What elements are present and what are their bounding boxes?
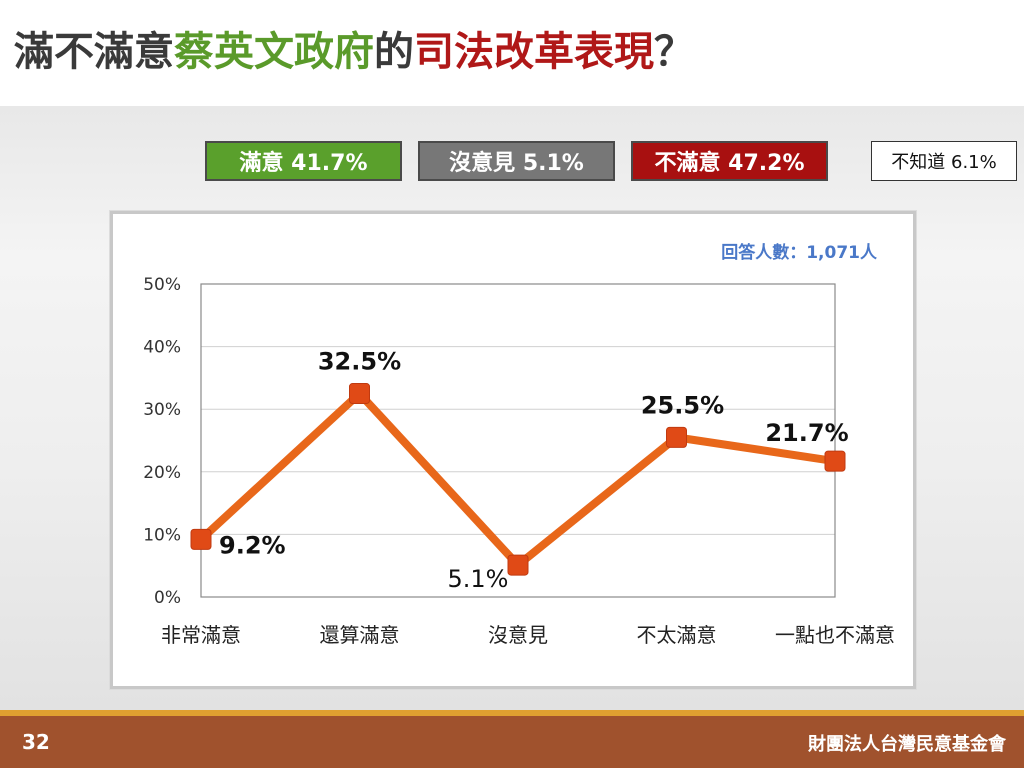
data-label: 32.5% (318, 348, 401, 376)
data-point-marker (349, 383, 370, 405)
data-label: 5.1% (448, 565, 509, 593)
x-category-label: 非常滿意 (161, 623, 241, 647)
organization-name: 財團法人台灣民意基金會 (808, 734, 1006, 755)
footer-bar: 32 財團法人台灣民意基金會 (0, 716, 1024, 768)
respondents-count: 回答人數：1,071人 (721, 242, 878, 263)
series-line (197, 389, 839, 570)
y-tick-label: 50% (143, 275, 181, 295)
data-point-marker (824, 450, 846, 472)
data-label: 21.7% (765, 419, 848, 447)
title-part-4: 司法改革表現 (414, 29, 654, 75)
data-label: 9.2% (219, 531, 286, 559)
x-category-label: 不太滿意 (637, 623, 717, 647)
title-part-5: ？ (654, 29, 694, 75)
grid-layer (201, 283, 835, 535)
y-tick-label: 30% (143, 400, 181, 420)
y-tick-label: 10% (143, 525, 181, 545)
chart-panel: 0% 10% 20% 30% 40% 50% 非常滿意 還算滿意 沒意見 不太滿意 一點也不滿意 9… (110, 211, 916, 689)
title-part-1: 滿不滿意 (14, 29, 174, 75)
legend-no-opinion: 沒意見 5.1% (418, 141, 615, 181)
footer-accent-line (0, 710, 1024, 716)
legend-dont-know: 不知道 6.1% (871, 141, 1017, 181)
title-part-3: 的 (374, 29, 414, 75)
data-point-marker (507, 554, 529, 576)
line-chart: 0% 10% 20% 30% 40% 50% 非常滿意 還算滿意 沒意見 不太滿意 一點也不滿意 9… (143, 242, 895, 647)
page-title: 滿不滿意蔡英文政府的司法改革表現？ (14, 22, 694, 82)
data-label: 25.5% (641, 391, 724, 419)
x-category-label: 還算滿意 (320, 623, 400, 647)
plot-area-border (200, 283, 836, 598)
axis-layer: 0% 10% 20% 30% 40% 50% 非常滿意 還算滿意 沒意見 不太滿意 一點也不滿意 (143, 275, 895, 647)
x-category-label: 一點也不滿意 (775, 623, 895, 647)
page-number: 32 (22, 730, 50, 754)
data-point-marker (190, 528, 212, 550)
title-part-2: 蔡英文政府 (174, 29, 374, 75)
data-point-marker (666, 426, 687, 448)
y-tick-label: 40% (143, 338, 181, 358)
series-layer (190, 383, 846, 576)
legend-satisfied: 滿意 41.7% (205, 141, 402, 181)
legend-dissatisfied: 不滿意 47.2% (631, 141, 828, 181)
label-layer: 9.2% 32.5% 5.1% 25.5% 21.7% (219, 348, 849, 594)
y-tick-label: 0% (154, 588, 181, 608)
x-category-label: 沒意見 (488, 623, 548, 647)
y-tick-label: 20% (143, 463, 181, 483)
